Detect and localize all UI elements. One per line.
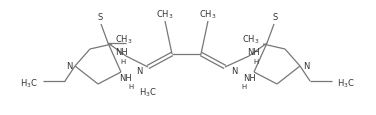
Text: H: H (253, 59, 259, 64)
Text: CH$_3$: CH$_3$ (199, 9, 217, 21)
Text: H$_3$C: H$_3$C (20, 77, 38, 89)
Text: CH$_3$: CH$_3$ (115, 33, 133, 46)
Text: CH$_3$: CH$_3$ (242, 33, 260, 46)
Text: H: H (128, 83, 133, 89)
Text: H: H (120, 59, 126, 64)
Text: H$_3$C: H$_3$C (139, 86, 157, 98)
Text: H$_3$C: H$_3$C (337, 77, 355, 89)
Text: N: N (303, 62, 309, 71)
Text: N: N (136, 67, 142, 76)
Text: S: S (97, 13, 103, 22)
Text: N: N (231, 67, 237, 76)
Text: NH: NH (248, 48, 260, 57)
Text: NH: NH (244, 74, 256, 83)
Text: N: N (66, 62, 72, 71)
Text: H: H (241, 83, 247, 89)
Text: S: S (272, 13, 277, 22)
Text: NH: NH (118, 74, 131, 83)
Text: CH$_3$: CH$_3$ (156, 9, 174, 21)
Text: NH: NH (115, 48, 127, 57)
